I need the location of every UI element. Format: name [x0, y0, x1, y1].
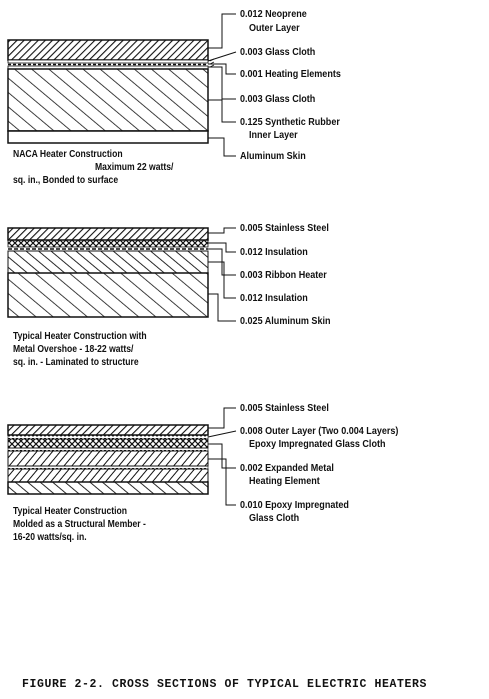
label-insulation-bottom: 0.012 Insulation	[240, 292, 308, 304]
caption-3-line-1: Typical Heater Construction	[13, 506, 128, 517]
label-epoxy-impregnated: 0.010 Epoxy Impregnated	[240, 499, 349, 511]
panel-2-cross-section	[7, 227, 209, 318]
label-expanded-metal: 0.002 Expanded Metal	[240, 462, 334, 474]
label-insulation-top: 0.012 Insulation	[240, 246, 308, 258]
label-heating-elements: 0.001 Heating Elements	[240, 68, 341, 80]
caption-2-line-1: Typical Heater Construction with	[13, 331, 147, 342]
label-stainless-steel-2: 0.005 Stainless Steel	[240, 222, 329, 234]
label-aluminum-skin-2: 0.025 Aluminum Skin	[240, 315, 331, 327]
caption-1-line-3: sq. in., Bonded to surface	[13, 175, 119, 186]
caption-1-line-1: NACA Heater Construction	[13, 149, 123, 160]
label-heating-element: Heating Element	[249, 475, 320, 487]
label-synthetic-rubber: 0.125 Synthetic Rubber	[240, 116, 340, 128]
label-inner-layer: Inner Layer	[249, 129, 298, 141]
caption-2-line-2: Metal Overshoe - 18-22 watts/	[13, 344, 134, 355]
caption-2-line-3: sq. in. - Laminated to structure	[13, 357, 139, 368]
caption-1-line-2: Maximum 22 watts/	[95, 162, 174, 173]
panel-3-leaders	[207, 407, 237, 506]
label-aluminum-skin: Aluminum Skin	[240, 150, 306, 162]
label-stainless-steel-3: 0.005 Stainless Steel	[240, 402, 329, 414]
caption-3-line-2: Molded as a Structural Member -	[13, 519, 146, 530]
label-glass-cloth-bottom: 0.003 Glass Cloth	[240, 93, 316, 105]
label-ribbon-heater: 0.003 Ribbon Heater	[240, 269, 327, 281]
label-outer-layer-two: 0.008 Outer Layer (Two 0.004 Layers)	[240, 425, 399, 437]
panel-1-cross-section	[7, 39, 209, 144]
label-epoxy-glass-cloth: Epoxy Impregnated Glass Cloth	[249, 438, 386, 450]
panel-2-leaders	[208, 227, 236, 322]
figure-title: FIGURE 2-2. CROSS SECTIONS OF TYPICAL EL…	[22, 678, 428, 691]
label-glass-cloth-3: Glass Cloth	[249, 512, 300, 524]
caption-3-line-3: 16-20 watts/sq. in.	[13, 532, 87, 543]
panel-3-cross-section	[7, 424, 209, 495]
label-glass-cloth-top: 0.003 Glass Cloth	[240, 46, 316, 58]
label-neoprene-thickness: 0.012 Neoprene	[240, 8, 307, 20]
label-outer-layer: Outer Layer	[249, 22, 300, 34]
panel-1-leaders	[207, 13, 237, 157]
